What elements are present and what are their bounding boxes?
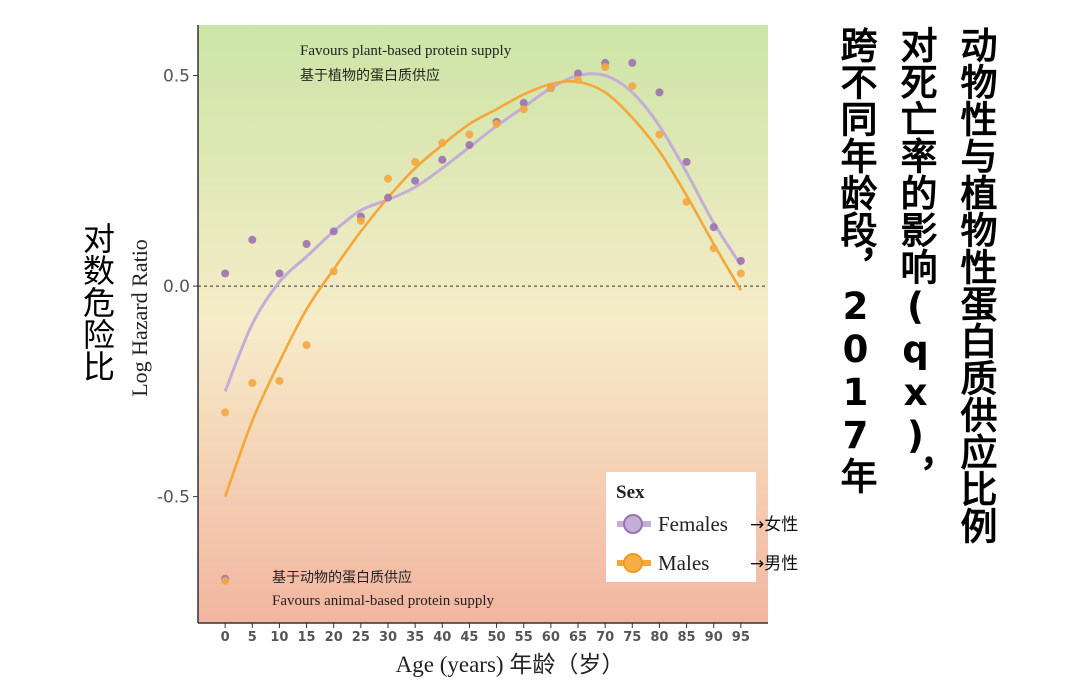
plot-layer — [198, 58, 768, 585]
x-tick-label-95: 95 — [732, 630, 750, 645]
females-point-15 — [302, 239, 311, 248]
x-tick-label-65: 65 — [569, 630, 587, 645]
males-point-65 — [574, 75, 582, 84]
axis-layer: 0 5 10 15 20 25 30 35 40 45 50 55 60 65 70 75 80 85 90 95 -0… — [157, 67, 750, 645]
x-tick-label-30: 30 — [379, 630, 397, 645]
females-point-40 — [438, 155, 447, 164]
females-point-85 — [682, 157, 691, 166]
annotation-top-en: Favours plant-based protein supply — [300, 43, 512, 59]
males-point-30 — [384, 174, 392, 183]
legend-males-cn: →男性 — [750, 554, 798, 574]
x-tick-label-55: 55 — [515, 630, 533, 645]
males-point-55 — [519, 105, 528, 114]
y-tick-label-0: -0.5 — [157, 488, 190, 508]
males-point-70 — [601, 63, 610, 72]
females-point-10 — [275, 269, 284, 278]
females-point-90 — [709, 223, 718, 232]
males-point-45 — [465, 130, 474, 139]
females-point-0 — [221, 269, 230, 278]
males-fit-curve — [223, 79, 742, 498]
females-point-35 — [411, 176, 420, 185]
legend-females-cn: →女性 — [750, 515, 798, 535]
males-point-75 — [628, 82, 637, 91]
males-point-15 — [302, 341, 311, 350]
x-axis-label: Age (years) 年龄（岁） — [396, 652, 625, 677]
x-tick-label-45: 45 — [460, 630, 478, 645]
males-point-95 — [736, 269, 745, 278]
males-point-40 — [438, 138, 447, 147]
females-point-45 — [465, 141, 474, 150]
annotation-top-cn: 基于植物的蛋白质供应 — [300, 67, 440, 84]
y-axis-label-cn: 对数危险比 — [78, 222, 116, 382]
x-tick-label-75: 75 — [623, 630, 641, 645]
females-fit-curve — [223, 72, 743, 392]
x-tick-label-5: 5 — [248, 630, 257, 645]
title-column-1: 动物性与植物性蛋白质供应比例 — [954, 26, 997, 544]
x-tick-label-85: 85 — [678, 630, 696, 645]
males-point-20 — [329, 267, 338, 276]
x-tick-label-80: 80 — [650, 630, 668, 645]
annotation-bottom-en: Favours animal-based protein supply — [272, 593, 495, 609]
females-point-95 — [736, 256, 745, 265]
x-tick-label-10: 10 — [270, 630, 288, 645]
males-point-90 — [709, 244, 718, 253]
y-tick-label-2: 0.5 — [163, 67, 190, 87]
x-tick-label-0: 0 — [221, 630, 230, 645]
legend-females-marker — [623, 514, 643, 534]
legend-males-marker — [623, 553, 643, 573]
x-tick-label-90: 90 — [705, 630, 723, 645]
y-tick-label-1: 0.0 — [163, 277, 190, 297]
males-point-85 — [682, 197, 691, 206]
title-column-2: 对死亡率的影响(qx)， — [894, 26, 937, 494]
males-point-80 — [655, 130, 664, 139]
x-tick-label-50: 50 — [488, 630, 506, 645]
x-tick-label-15: 15 — [298, 630, 316, 645]
females-point-65 — [574, 69, 582, 78]
females-point-80 — [655, 88, 664, 97]
legend-females-label: Females — [658, 512, 728, 536]
females-point-30 — [384, 193, 392, 202]
females-point-20 — [329, 227, 338, 236]
males-point-0 — [221, 408, 230, 417]
males-point-60 — [546, 84, 555, 93]
annotation-bottom-cn: 基于动物的蛋白质供应 — [272, 569, 412, 586]
title-column-3: 跨不同年龄段，2017年 — [834, 26, 877, 494]
x-tick-label-40: 40 — [433, 630, 451, 645]
males-point-25 — [356, 216, 365, 225]
females-point-5 — [248, 235, 257, 244]
males-point-50 — [492, 119, 501, 128]
males-point-35 — [411, 157, 420, 166]
x-tick-label-35: 35 — [406, 630, 424, 645]
males-point-outlier — [221, 576, 230, 585]
legend-title: Sex — [616, 482, 645, 503]
x-tick-label-20: 20 — [325, 630, 343, 645]
legend-males-label: Males — [658, 551, 709, 575]
females-point-75 — [628, 58, 637, 67]
females-point-55 — [519, 98, 528, 107]
males-point-5 — [248, 378, 257, 387]
x-tick-label-25: 25 — [352, 630, 370, 645]
y-axis-label: Log Hazard Ratio — [127, 239, 152, 397]
males-point-10 — [275, 376, 284, 385]
x-tick-label-60: 60 — [542, 630, 560, 645]
x-tick-label-70: 70 — [596, 630, 614, 645]
